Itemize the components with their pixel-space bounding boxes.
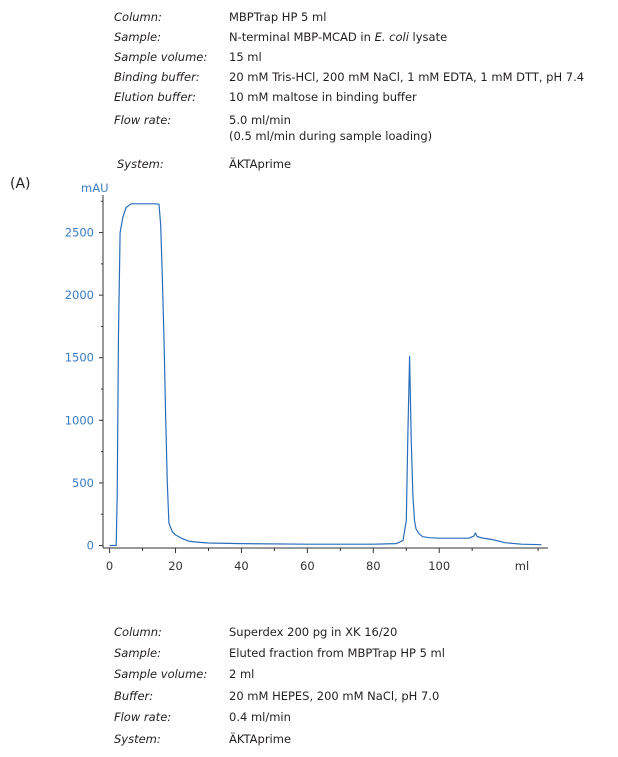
param-label: System: <box>117 157 164 171</box>
param-value-line2: (0.5 ml/min during sample loading) <box>229 129 433 143</box>
param-value-text: 2 ml <box>229 667 255 681</box>
param-value: 20 mM Tris-HCl, 200 mM NaCl, 1 mM EDTA, … <box>229 69 584 85</box>
param-value: 15 ml <box>229 49 262 65</box>
param-label: Flow rate: <box>114 710 172 724</box>
x-tick-label: 60 <box>300 559 315 573</box>
param-label: Sample: <box>114 646 161 660</box>
x-axis-label: ml <box>515 559 529 573</box>
y-tick-label: 2000 <box>65 288 94 302</box>
param-value: 5.0 ml/min (0.5 ml/min during sample load… <box>229 112 432 144</box>
param-value: ÄKTAprime <box>229 156 291 172</box>
param-label: Binding buffer: <box>114 70 200 84</box>
uv-trace-line <box>109 203 542 547</box>
param-value: Superdex 200 pg in XK 16/20 <box>229 624 397 640</box>
param-value-text: Superdex 200 pg in XK 16/20 <box>229 625 398 639</box>
panel-label: (A) <box>10 176 31 192</box>
param-value-text: 10 mM maltose in binding buffer <box>229 90 417 104</box>
param-value: Eluted fraction from MBPTrap HP 5 ml <box>229 645 445 661</box>
param-value-text: ÄKTAprime <box>229 732 292 746</box>
param-label: Sample volume: <box>114 667 208 681</box>
param-value: ÄKTAprime <box>229 731 291 747</box>
y-tick-label: 1500 <box>65 351 94 365</box>
y-tick-label: 0 <box>87 538 94 552</box>
param-label: Sample volume: <box>114 50 208 64</box>
param-value-text: 0.4 ml/min <box>229 710 291 724</box>
param-label: Column: <box>114 10 162 24</box>
x-tick-label: 80 <box>366 559 381 573</box>
x-tick-label: 40 <box>234 559 249 573</box>
param-value-part: E. coli <box>374 30 409 44</box>
param-value-text: 15 ml <box>229 50 262 64</box>
param-label: Sample: <box>114 30 161 44</box>
x-tick-label: 0 <box>106 559 113 573</box>
param-value-part: N-terminal MBP-MCAD in <box>229 30 375 44</box>
param-label: System: <box>114 732 161 746</box>
param-value: N-terminal MBP-MCAD in E. coli lysate <box>229 29 447 45</box>
x-tick-label: 100 <box>428 559 450 573</box>
y-axis-label: mAU <box>81 181 109 195</box>
param-value: 10 mM maltose in binding buffer <box>229 89 417 105</box>
y-tick-label: 1000 <box>65 413 94 427</box>
param-value-text: ÄKTAprime <box>229 157 292 171</box>
param-label: Buffer: <box>114 689 154 703</box>
param-value-text: MBPTrap HP 5 ml <box>229 10 327 24</box>
param-value: 2 ml <box>229 666 254 682</box>
param-value: 0.4 ml/min <box>229 709 291 725</box>
x-tick-label: 20 <box>168 559 183 573</box>
param-value-text: 20 mM Tris-HCl, 200 mM NaCl, 1 mM EDTA, … <box>229 70 585 84</box>
param-label: Column: <box>114 625 162 639</box>
param-value: 20 mM HEPES, 200 mM NaCl, pH 7.0 <box>229 688 439 704</box>
param-value-text: 5.0 ml/min <box>229 113 291 127</box>
param-value-part: lysate <box>408 30 448 44</box>
y-tick-label: 2500 <box>65 226 94 240</box>
y-tick-label: 500 <box>72 476 94 490</box>
param-value-text: Eluted fraction from MBPTrap HP 5 ml <box>229 646 445 660</box>
param-value: MBPTrap HP 5 ml <box>229 9 326 25</box>
param-label: Elution buffer: <box>114 90 196 104</box>
param-label: Flow rate: <box>114 113 172 127</box>
param-value-text: 20 mM HEPES, 200 mM NaCl, pH 7.0 <box>229 689 440 703</box>
